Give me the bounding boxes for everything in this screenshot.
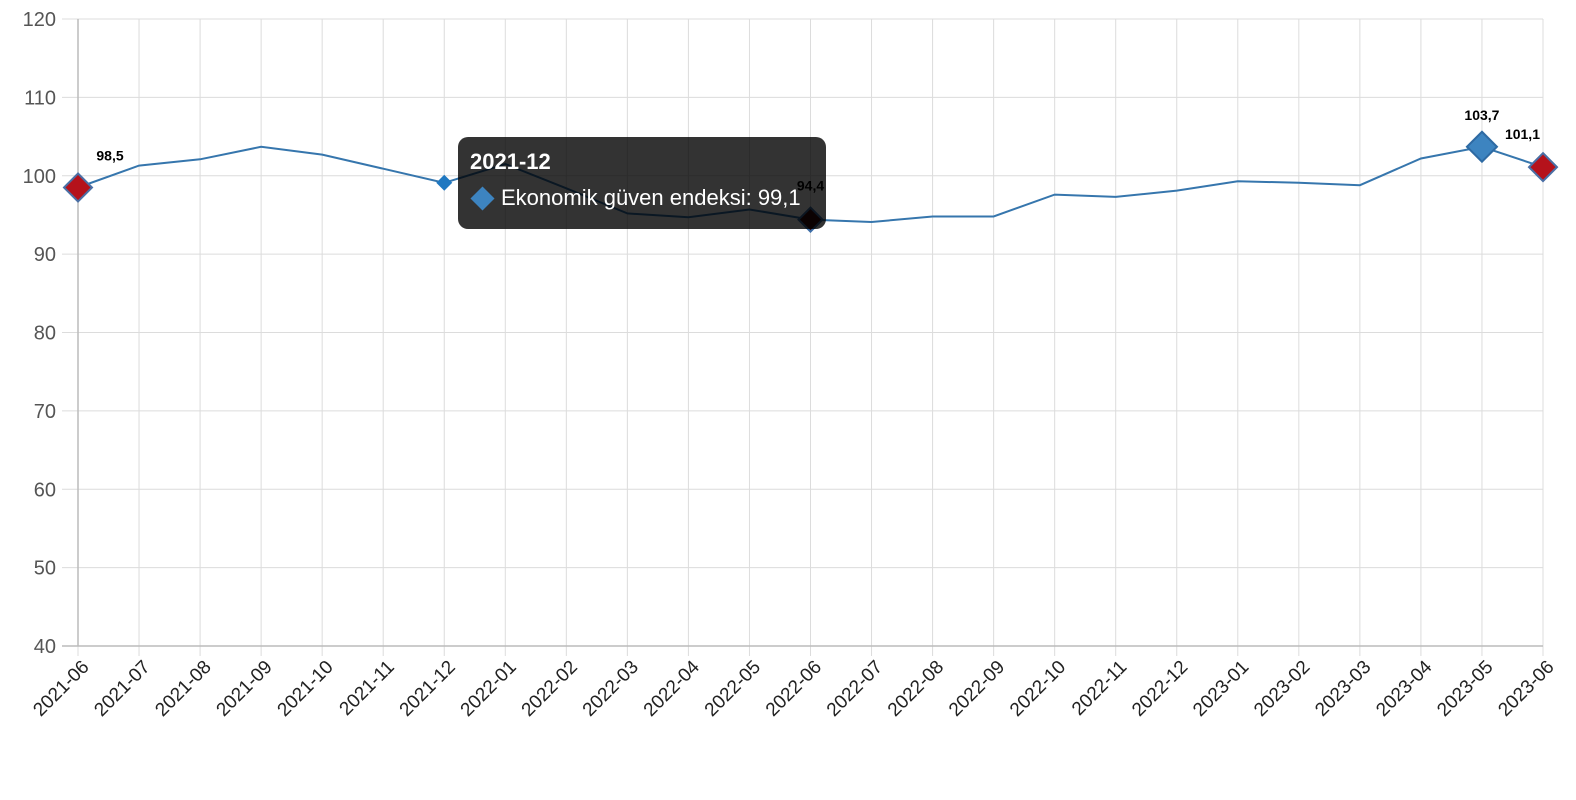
y-tick-label: 40 [34, 636, 56, 658]
x-tick-label: 2023-04 [1372, 656, 1436, 720]
x-tick-label: 2022-04 [640, 656, 704, 720]
y-tick-label: 80 [34, 323, 56, 345]
x-tick-label: 2022-12 [1128, 657, 1192, 721]
x-tick-label: 2021-10 [274, 657, 338, 721]
tooltip-row: Ekonomik güven endeksi: 99,1 [470, 185, 814, 211]
y-tick-label: 60 [34, 479, 56, 501]
x-tick-label: 2022-03 [579, 657, 643, 721]
x-axis: 2021-062021-072021-082021-092021-102021-… [29, 645, 1559, 721]
y-tick-label: 100 [23, 166, 56, 188]
x-tick-label: 2021-08 [151, 657, 215, 721]
marker-group[interactable] [62, 130, 1559, 234]
data-label-2021-06: 98,5 [96, 148, 123, 164]
data-label-2023-06: 101,1 [1505, 126, 1540, 142]
y-tick-label: 70 [34, 401, 56, 423]
x-tick-label: 2021-09 [213, 657, 277, 721]
data-point-2021-06[interactable] [62, 172, 94, 203]
tooltip: 2021-12 Ekonomik güven endeksi: 99,1 [458, 137, 826, 229]
diamond-icon [470, 185, 495, 211]
y-tick-label: 110 [24, 87, 56, 109]
x-tick-label: 2021-07 [90, 657, 154, 721]
y-axis: 40 50 60 70 80 90 100 110 120 [23, 9, 79, 658]
x-tick-label: 2022-06 [762, 657, 826, 721]
grid-lines [62, 18, 1544, 656]
x-tick-label: 2022-11 [1068, 657, 1131, 720]
x-tick-label: 2021-12 [396, 657, 460, 721]
x-tick-label: 2023-06 [1494, 657, 1558, 721]
x-tick-label: 2023-01 [1189, 657, 1253, 721]
y-tick-label: 90 [34, 244, 56, 266]
tooltip-title: 2021-12 [470, 149, 551, 174]
x-tick-label: 2023-05 [1433, 657, 1497, 721]
x-tick-label: 2022-07 [823, 657, 887, 721]
data-point-2023-06[interactable] [1527, 151, 1559, 183]
x-tick-label: 2021-11 [336, 657, 399, 720]
data-label-2023-05: 103,7 [1464, 107, 1499, 123]
x-tick-label: 2021-06 [29, 657, 93, 721]
y-tick-label: 120 [23, 9, 56, 31]
x-tick-label: 2022-09 [945, 657, 1009, 721]
y-tick-label: 50 [34, 558, 56, 580]
x-tick-label: 2022-02 [518, 657, 582, 721]
x-tick-label: 2022-10 [1006, 657, 1070, 721]
x-tick-label: 2022-05 [701, 657, 765, 721]
tooltip-value: Ekonomik güven endeksi: 99,1 [501, 185, 801, 210]
x-tick-label: 2022-01 [457, 657, 521, 721]
x-tick-label: 2023-02 [1250, 657, 1314, 721]
data-point-2023-05[interactable] [1465, 130, 1499, 164]
data-point-2021-12[interactable] [436, 174, 453, 191]
x-tick-label: 2023-03 [1311, 657, 1375, 721]
x-tick-label: 2022-08 [884, 657, 948, 721]
